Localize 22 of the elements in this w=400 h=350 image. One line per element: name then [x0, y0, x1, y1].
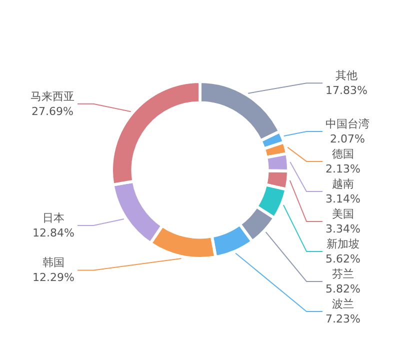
slice-label: 波兰 [332, 297, 354, 310]
data-label: 12.29% [32, 271, 75, 284]
slice-label: 新加坡 [326, 237, 360, 250]
slice-label: 美国 [332, 207, 354, 220]
data-label: 3.14% [325, 192, 360, 206]
slice-label: 德国 [332, 147, 354, 160]
data-label: 2.07% [330, 132, 365, 146]
slice-label: 越南 [332, 177, 354, 190]
data-label: 27.69% [32, 104, 74, 118]
slice-label: 其他 [335, 69, 358, 82]
data-label: 12.84% [32, 226, 75, 240]
slice-label: 韩国 [42, 256, 65, 270]
slice-label: 芬兰 [332, 267, 354, 280]
data-label: 5.82% [325, 282, 360, 296]
slice-label: 中国台湾 [326, 117, 370, 130]
data-label: 3.34% [325, 222, 360, 236]
slice-label: 马来西亚 [30, 90, 74, 103]
data-label: 7.23% [325, 312, 360, 326]
slice-label: 日本 [42, 211, 65, 224]
data-label: 17.83% [325, 84, 368, 98]
data-label: 2.13% [325, 162, 360, 176]
data-label: 5.62% [325, 252, 360, 266]
